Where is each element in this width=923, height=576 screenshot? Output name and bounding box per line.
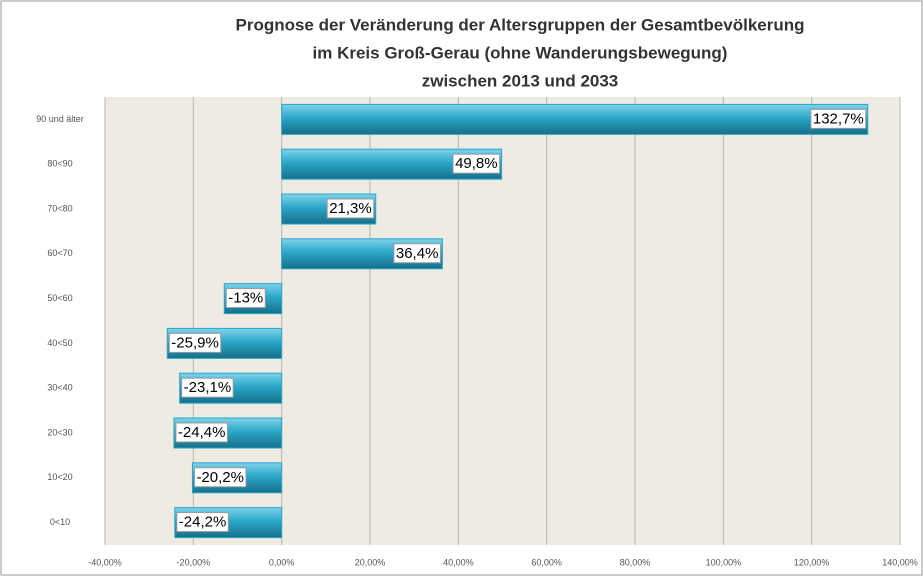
y-tick-label: 20<30 [47, 427, 72, 437]
value-label: -13% [228, 290, 263, 307]
value-label-box [326, 198, 375, 219]
value-label-box [393, 243, 441, 264]
x-tick-label: 80,00% [620, 557, 651, 567]
value-label: -24,2% [179, 514, 227, 531]
x-tick-label: 20,00% [355, 557, 386, 567]
value-label-box [810, 108, 867, 129]
bar [281, 103, 869, 135]
value-label: -25,9% [171, 334, 219, 351]
value-label: 21,3% [329, 200, 372, 217]
x-tick-label: -40,00% [88, 557, 122, 567]
y-tick-label: 70<80 [47, 203, 72, 213]
x-tick-label: -20,00% [177, 557, 211, 567]
value-label-box [193, 467, 247, 488]
y-tick-label: 10<20 [47, 472, 72, 482]
x-tick-label: 100,00% [706, 557, 742, 567]
value-label-box [225, 288, 266, 309]
y-tick-label: 40<50 [47, 338, 72, 348]
chart-title: zwischen 2013 und 2033 [422, 71, 619, 90]
x-tick-label: 40,00% [443, 557, 474, 567]
y-tick-label: 0<10 [50, 517, 70, 527]
value-label: -23,1% [184, 379, 232, 396]
y-tick-label: 80<90 [47, 159, 72, 169]
x-tick-label: 0,00% [269, 557, 295, 567]
value-label-box [176, 512, 229, 533]
chart-title: im Kreis Groß-Gerau (ohne Wanderungsbewe… [313, 43, 728, 62]
x-tick-label: 60,00% [531, 557, 562, 567]
chart-title: Prognose der Veränderung der Altersgrupp… [235, 15, 804, 34]
value-label-box [175, 422, 228, 443]
value-label: -20,2% [196, 469, 244, 486]
value-label-box [181, 377, 234, 398]
value-label: 49,8% [455, 155, 498, 172]
value-label-box [452, 153, 501, 174]
y-tick-label: 90 und älter [36, 114, 84, 124]
value-label: 132,7% [813, 110, 864, 127]
value-label-box [168, 332, 222, 353]
x-tick-label: 140,00% [882, 557, 918, 567]
value-label: -24,4% [178, 424, 226, 441]
y-tick-label: 30<40 [47, 383, 72, 393]
value-label: 36,4% [396, 245, 439, 262]
x-tick-label: 120,00% [794, 557, 830, 567]
y-tick-label: 50<60 [47, 293, 72, 303]
y-tick-label: 60<70 [47, 248, 72, 258]
